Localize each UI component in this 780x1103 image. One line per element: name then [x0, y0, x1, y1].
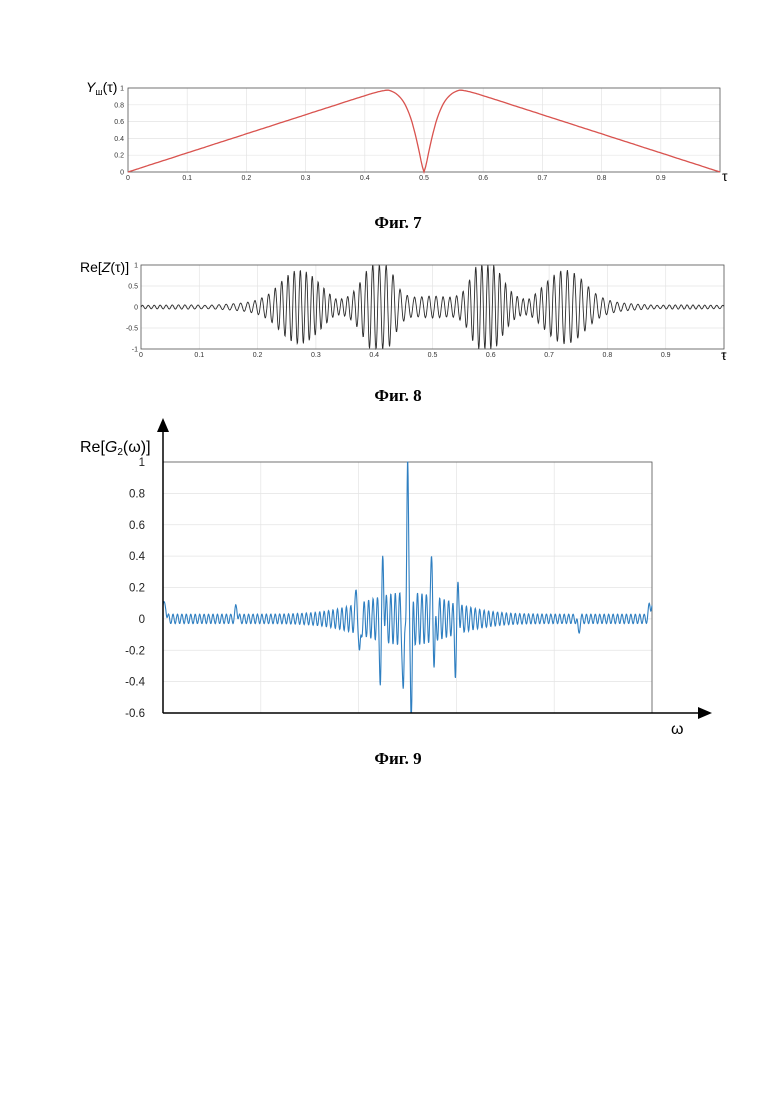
fig9-chart: 0 0.2 0.4 0.6 0.8 1 -0.6 -0.4 -0.2 0 0.2 0.4 0.6 0.8 1…: [80, 0, 712, 768]
fig7-ytick-label: 0.6: [114, 119, 124, 126]
fig7-ytick-label: 1: [120, 86, 124, 93]
fig9-xlabel: ω: [671, 721, 684, 738]
fig7-caption: Фиг. 7: [374, 213, 422, 232]
fig8-xtick-label: 0.4: [369, 352, 379, 359]
6-xtick-label: 0.2: [253, 0, 269, 3]
fig7-ytick-label: 0: [120, 170, 124, 177]
fig8-xtick-label: 0.5: [428, 352, 438, 359]
6-xtick-label: 1: [649, 0, 655, 3]
6-xtick-label: 0: [160, 0, 166, 3]
fig8-ylabel: Re[Z(τ)]: [80, 259, 129, 275]
fig7-xtick-label: 0.2: [242, 175, 252, 182]
fig7-chart: 0 0.1 0.2 0.3 0.4 0.5 0.6 0.7 0.8 0.9 0 0.2 0.4 0.6 0.…: [86, 79, 728, 232]
6-ytick-label: 1: [139, 457, 145, 469]
fig8-xtick-label: 0.7: [544, 352, 554, 359]
fig7-ytick-label: 0.4: [114, 136, 124, 143]
fig8-xtick-label: 0: [139, 352, 143, 359]
fig8-xlabel: τ: [721, 347, 727, 363]
fig9-y-arrowhead: [157, 418, 169, 432]
6-xtick-label: 0.4: [351, 0, 368, 3]
fig8-ytick-label: -1: [132, 347, 138, 354]
fig7-ylabel: Yш(τ): [86, 79, 117, 97]
6-ytick-label: 0.2: [129, 583, 145, 595]
fig8-xtick-label: 0.8: [603, 352, 613, 359]
fig7-xtick-label: 0.8: [597, 175, 607, 182]
6-xtick-label: 0.8: [546, 0, 562, 3]
fig8-xtick-label: 0.3: [311, 352, 321, 359]
6-ytick-label: -0.2: [125, 645, 145, 657]
fig8-caption: Фиг. 8: [374, 386, 421, 405]
fig8-ytick-label: -0.5: [126, 326, 138, 333]
fig7-xtick-label: 0.1: [182, 175, 192, 182]
fig9-caption: Фиг. 9: [374, 749, 421, 768]
fig8-ytick-label: 0: [134, 305, 138, 312]
fig9-ylabel: Re[G2(ω)]: [80, 439, 151, 458]
fig8-ytick-label: 1: [134, 263, 138, 270]
fig8-xtick-label: 0.6: [486, 352, 496, 359]
fig9-x-arrowhead: [698, 707, 712, 719]
fig8-xtick-label: 0.9: [661, 352, 671, 359]
6-ytick-label: 0: [139, 614, 145, 626]
fig8-xtick-label: 0.2: [253, 352, 263, 359]
fig7-xtick-label: 0.3: [301, 175, 311, 182]
6-ytick-label: -0.4: [125, 677, 145, 689]
fig7-xtick-label: 0.4: [360, 175, 370, 182]
fig8-chart: 00.10.20.30.40.50.60.70.80.91-1-0.500.51…: [80, 259, 727, 405]
fig7-ytick-label: 0.2: [114, 153, 124, 160]
fig8-xtick-label: 0.1: [194, 352, 204, 359]
6-ytick-label: 0.4: [129, 551, 146, 563]
fig7-ytick-label: 0.8: [114, 102, 124, 109]
fig7-xtick-label: 0.7: [538, 175, 548, 182]
fig7-xtick-label: 0.5: [419, 175, 429, 182]
6-ytick-label: -0.6: [125, 708, 145, 720]
fig8-ytick-label: 0.5: [128, 284, 138, 291]
fig7-xtick-label: 0: [126, 175, 130, 182]
6-ytick-label: 0.8: [129, 488, 145, 500]
6-xtick-label: 0.6: [448, 0, 464, 3]
fig7-xtick-label: 0.9: [656, 175, 666, 182]
6-ytick-label: 0.6: [129, 520, 145, 532]
fig7-xlabel: τ: [722, 168, 728, 184]
fig7-xtick-label: 0.6: [478, 175, 488, 182]
